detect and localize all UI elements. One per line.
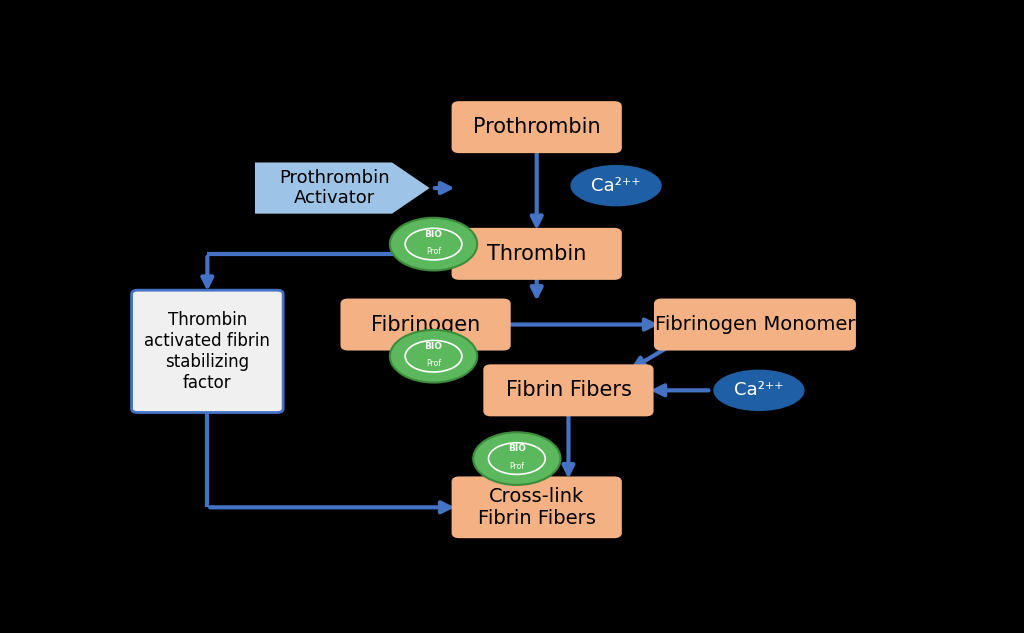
FancyBboxPatch shape [453, 229, 621, 279]
Text: Cross-link
Fibrin Fibers: Cross-link Fibrin Fibers [478, 487, 596, 528]
Text: Ca²⁺⁺: Ca²⁺⁺ [734, 381, 783, 399]
FancyBboxPatch shape [342, 300, 509, 349]
FancyBboxPatch shape [453, 478, 621, 537]
FancyBboxPatch shape [655, 300, 855, 349]
Text: Prof: Prof [426, 360, 441, 368]
Ellipse shape [390, 218, 477, 270]
Ellipse shape [390, 330, 477, 382]
Ellipse shape [714, 370, 805, 411]
FancyBboxPatch shape [484, 366, 652, 415]
Text: BIO: BIO [508, 444, 526, 453]
Text: Prothrombin
Activator: Prothrombin Activator [279, 168, 390, 208]
FancyBboxPatch shape [131, 290, 284, 413]
Text: Ca²⁺⁺: Ca²⁺⁺ [591, 177, 641, 194]
Polygon shape [255, 163, 430, 214]
Text: BIO: BIO [425, 342, 442, 351]
Text: Thrombin
activated fibrin
stabilizing
factor: Thrombin activated fibrin stabilizing fa… [144, 311, 270, 392]
Text: Thrombin: Thrombin [487, 244, 587, 264]
Text: Prof: Prof [509, 462, 524, 471]
FancyBboxPatch shape [453, 103, 621, 152]
Text: BIO: BIO [425, 230, 442, 239]
Ellipse shape [570, 165, 662, 206]
Text: Prothrombin: Prothrombin [473, 117, 600, 137]
Ellipse shape [473, 432, 560, 485]
Text: Fibrinogen Monomer: Fibrinogen Monomer [654, 315, 855, 334]
Text: Fibrin Fibers: Fibrin Fibers [506, 380, 632, 400]
Text: Fibrinogen: Fibrinogen [371, 315, 480, 334]
Text: Prof: Prof [426, 248, 441, 256]
